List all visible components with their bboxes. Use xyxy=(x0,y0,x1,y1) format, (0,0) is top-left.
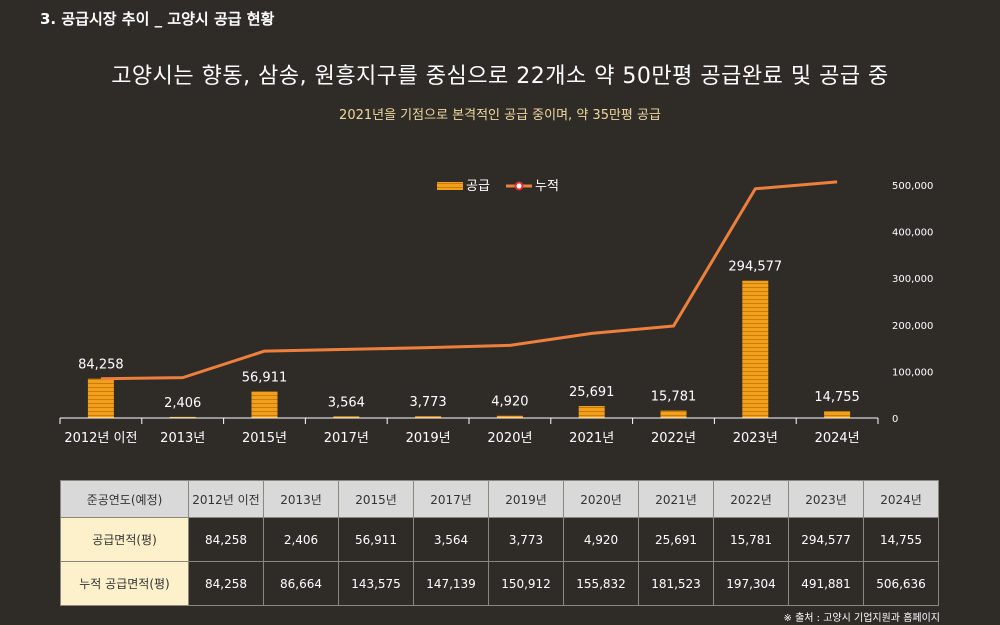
table-cell: 150,912 xyxy=(488,561,564,606)
table-header-year: 2022년 xyxy=(713,480,789,518)
table-header-year: 2015년 xyxy=(338,480,414,518)
table-cell: 294,577 xyxy=(788,517,864,562)
bar-7 xyxy=(660,410,687,418)
y-tick-label: 500,000 xyxy=(892,181,933,192)
bar-3 xyxy=(333,416,360,418)
bar-data-label: 25,691 xyxy=(569,385,615,400)
y-tick-label: 300,000 xyxy=(892,274,933,285)
subline: 2021년을 기점으로 본격적인 공급 중이며, 약 35만평 공급 xyxy=(339,108,661,123)
legend-bar-swatch xyxy=(437,182,463,190)
legend-line-label: 누적 xyxy=(535,179,559,194)
supply-chart: 공급 누적 84,258 2,406 56,911 3,564 3,773 4,920 25,… xyxy=(59,179,933,446)
table-cell: 143,575 xyxy=(338,561,414,606)
table-header-year: 2012년 이전 xyxy=(188,480,264,518)
bar-0 xyxy=(87,378,114,418)
x-tick-label: 2015년 xyxy=(242,431,287,446)
table-cell: 25,691 xyxy=(638,517,714,562)
bar-data-label: 294,577 xyxy=(728,260,782,275)
bar-data-label: 3,564 xyxy=(328,395,365,410)
section-title: 3. 공급시장 추이 _ 고양시 공급 현황 xyxy=(40,10,275,28)
table-header-year: 2024년 xyxy=(863,480,939,518)
table-cell: 56,911 xyxy=(338,517,414,562)
bar-data-label: 4,920 xyxy=(491,395,528,410)
table-cell: 506,636 xyxy=(863,561,939,606)
bar-6 xyxy=(578,406,605,418)
table-cell: 4,920 xyxy=(563,517,639,562)
chart-legend: 공급 누적 xyxy=(437,179,559,194)
bar-data-label: 84,258 xyxy=(78,358,124,373)
bar-4 xyxy=(415,416,442,418)
legend-bar-label: 공급 xyxy=(466,179,490,194)
bar-9 xyxy=(824,411,851,418)
table-cell: 181,523 xyxy=(638,561,714,606)
x-tick-label: 2023년 xyxy=(733,431,778,446)
x-tick-label: 2021년 xyxy=(569,431,614,446)
table-header-year: 2019년 xyxy=(488,480,564,518)
table-row-label: 누적 공급면적(평) xyxy=(60,561,189,606)
bar-data-label: 15,781 xyxy=(651,390,697,405)
table-cell: 491,881 xyxy=(788,561,864,606)
table-cell: 14,755 xyxy=(863,517,939,562)
table-cell: 147,139 xyxy=(413,561,489,606)
bar-data-label: 56,911 xyxy=(242,370,288,385)
table-header-year: 2013년 xyxy=(263,480,339,518)
x-tick-label: 2019년 xyxy=(406,431,451,446)
y-tick-label: 0 xyxy=(892,414,898,425)
source-note: ※ 출처 : 고양시 기업지원과 홈페이지 xyxy=(783,613,940,624)
x-tick-label: 2012년 이전 xyxy=(64,431,137,446)
supply-table: 준공연도(예정) 2012년 이전 2013년 2015년 2017년 2019년 2020… xyxy=(60,480,939,606)
table-header-label: 준공연도(예정) xyxy=(60,480,189,518)
bar-data-label: 3,773 xyxy=(409,395,446,410)
y-tick-label: 400,000 xyxy=(892,228,933,239)
table-cell: 155,832 xyxy=(563,561,639,606)
table-header-year: 2023년 xyxy=(788,480,864,518)
table-row-label: 공급면적(평) xyxy=(60,517,189,562)
table-header-year: 2021년 xyxy=(638,480,714,518)
table-header-year: 2017년 xyxy=(413,480,489,518)
table-header-row: 준공연도(예정) 2012년 이전 2013년 2015년 2017년 2019년 2020… xyxy=(60,480,939,518)
table-cell: 15,781 xyxy=(713,517,789,562)
x-tick-label: 2013년 xyxy=(160,431,205,446)
bar-2 xyxy=(251,391,278,418)
table-cell: 3,564 xyxy=(413,517,489,562)
headline: 고양시는 향동, 삼송, 원흥지구를 중심으로 22개소 약 50만평 공급완료… xyxy=(111,64,889,89)
x-tick-label: 2022년 xyxy=(651,431,696,446)
table-header-year: 2020년 xyxy=(563,480,639,518)
table-cell: 84,258 xyxy=(188,517,264,562)
legend-line-marker xyxy=(514,181,524,191)
x-tick-label: 2020년 xyxy=(487,431,532,446)
table-cell: 2,406 xyxy=(263,517,339,562)
y-tick-label: 100,000 xyxy=(892,367,933,378)
bar-data-label: 2,406 xyxy=(164,396,201,411)
table-row: 누적 공급면적(평) 84,258 86,664 143,575 147,139 150,… xyxy=(60,561,939,606)
cumulative-line xyxy=(100,180,838,381)
table-cell: 84,258 xyxy=(188,561,264,606)
bar-8 xyxy=(742,280,769,418)
table-cell: 3,773 xyxy=(488,517,564,562)
table-row: 공급면적(평) 84,258 2,406 56,911 3,564 3,773 4,920 2… xyxy=(60,517,939,562)
x-tick-label: 2017년 xyxy=(324,431,369,446)
bar-data-label: 14,755 xyxy=(814,390,860,405)
y-tick-label: 200,000 xyxy=(892,321,933,332)
table-cell: 197,304 xyxy=(713,561,789,606)
x-tick-label: 2024년 xyxy=(815,431,860,446)
bar-5 xyxy=(496,415,523,418)
table-cell: 86,664 xyxy=(263,561,339,606)
